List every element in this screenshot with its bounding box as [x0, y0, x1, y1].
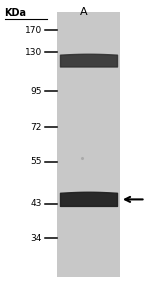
- Text: 130: 130: [25, 47, 42, 57]
- Text: 34: 34: [31, 234, 42, 243]
- Text: 55: 55: [30, 157, 42, 166]
- Text: 95: 95: [30, 86, 42, 96]
- Bar: [57, 12, 120, 277]
- Text: 72: 72: [31, 123, 42, 132]
- Text: 43: 43: [31, 199, 42, 208]
- Text: KDa: KDa: [4, 8, 27, 18]
- Text: A: A: [80, 7, 87, 16]
- Text: 170: 170: [25, 26, 42, 35]
